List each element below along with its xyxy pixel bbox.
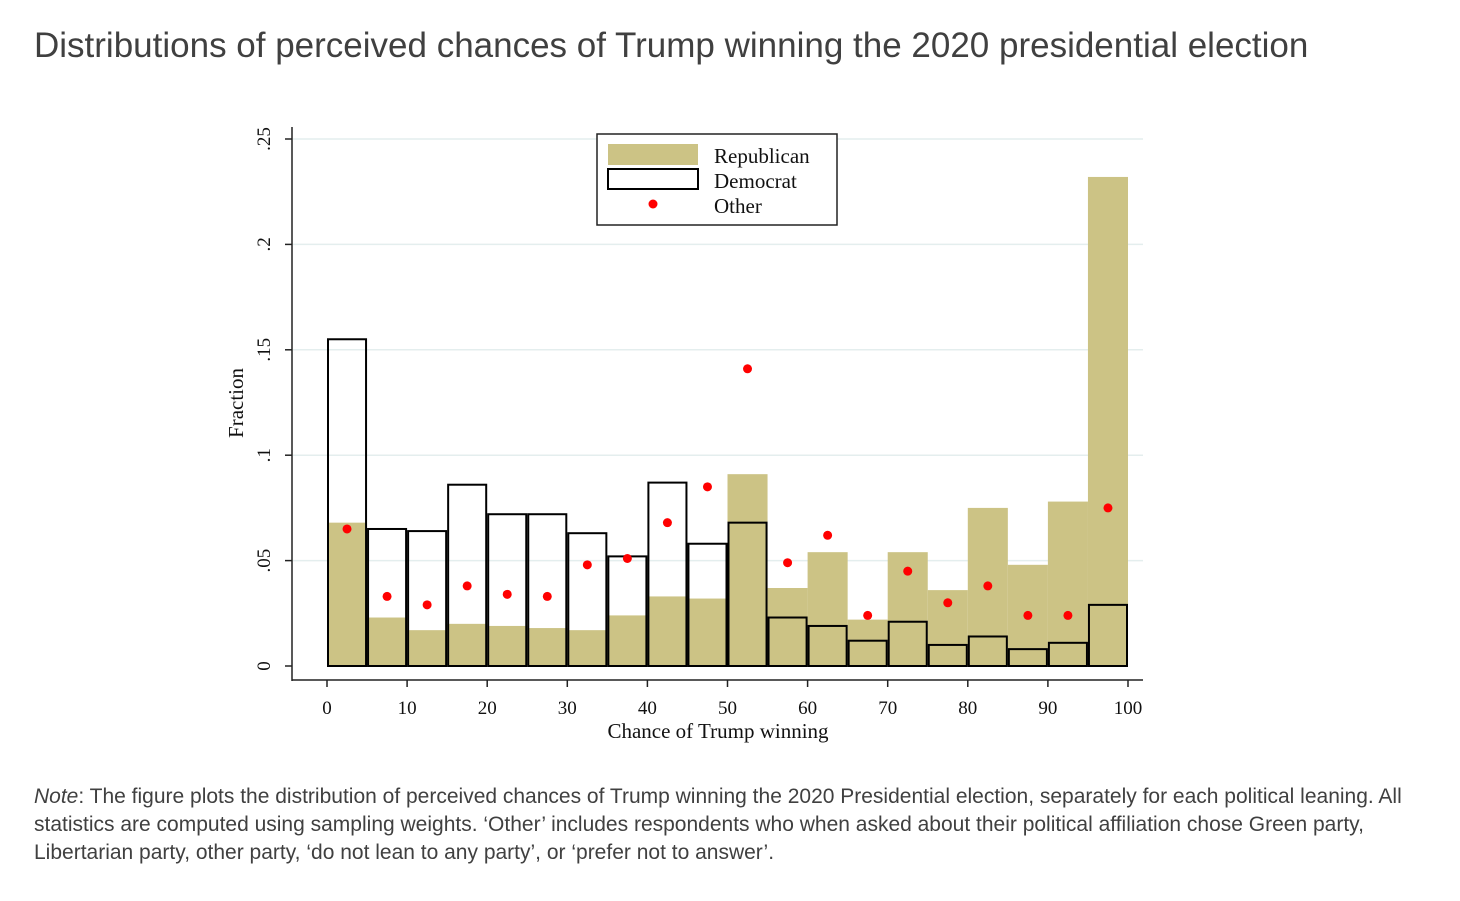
x-tick-label: 60 <box>798 698 817 719</box>
legend-label-republican: Republican <box>714 144 810 168</box>
bar-republican <box>767 588 808 666</box>
bar-democrat <box>487 513 528 667</box>
point-other <box>863 610 873 620</box>
bar-democrat <box>927 643 968 667</box>
y-axis-label: Fraction <box>224 368 248 438</box>
legend-swatch-other <box>648 199 658 209</box>
bar-republican <box>847 619 888 666</box>
point-other <box>983 581 993 591</box>
bar-democrat <box>1007 648 1048 667</box>
x-tick-label: 80 <box>958 698 977 719</box>
bar-democrat <box>807 624 848 667</box>
point-other <box>382 591 392 601</box>
bar-republican <box>1047 501 1088 666</box>
point-other <box>342 524 352 534</box>
x-tick-label: 90 <box>1038 698 1057 719</box>
point-other <box>1063 610 1073 620</box>
bar-democrat <box>1087 603 1128 667</box>
point-other <box>542 591 552 601</box>
bar-republican <box>807 552 848 666</box>
legend-swatch-republican <box>608 144 698 165</box>
histogram-chart: 0 .05 .1 .15 .2 .25 0 10 20 30 40 50 60 70 80 90 100 Rep… <box>224 127 1143 743</box>
point-other <box>502 589 512 599</box>
bar-democrat <box>767 616 808 667</box>
point-other <box>662 518 672 528</box>
x-tick-label: 10 <box>398 698 417 719</box>
point-other <box>702 482 712 492</box>
bar-democrat <box>847 639 888 667</box>
bar-republican <box>647 596 688 666</box>
bar-republican <box>607 615 648 666</box>
bar-democrat <box>1047 641 1088 668</box>
bar-democrat <box>647 481 688 667</box>
bar-democrat <box>967 635 1008 667</box>
bar-republican <box>327 522 368 666</box>
bar-republican <box>487 625 528 666</box>
y-tick-label: .15 <box>254 338 275 362</box>
point-other <box>422 600 432 610</box>
bar-republican <box>687 598 728 666</box>
x-tick-label: 0 <box>322 698 332 719</box>
legend-label-other: Other <box>714 194 762 218</box>
point-other <box>622 553 632 563</box>
x-tick-label: 50 <box>718 698 737 719</box>
x-tick-label: 40 <box>638 698 657 719</box>
bar-democrat <box>567 532 608 667</box>
y-tick-label: .1 <box>254 448 275 462</box>
bar-democrat <box>447 483 488 667</box>
figure-note: Note: The figure plots the distribution … <box>34 783 1424 867</box>
bar-republican <box>447 623 488 666</box>
point-other <box>743 364 753 374</box>
point-other <box>582 560 592 570</box>
x-tick-label: 30 <box>558 698 577 719</box>
bar-republican <box>367 617 408 666</box>
y-tick-label: 0 <box>254 661 275 671</box>
x-tick-label: 20 <box>478 698 497 719</box>
y-tick-label: .2 <box>254 237 275 251</box>
bar-republican <box>1087 176 1128 666</box>
y-tick-label: .25 <box>254 127 275 151</box>
point-other <box>903 566 913 576</box>
legend-swatch-democrat <box>607 168 699 190</box>
point-other <box>823 530 833 540</box>
point-other <box>943 598 953 608</box>
point-other <box>462 581 472 591</box>
note-text: : The figure plots the distribution of p… <box>34 785 1402 864</box>
point-other <box>1103 503 1113 513</box>
x-axis-label: Chance of Trump winning <box>607 719 829 743</box>
note-label: Note <box>34 785 79 808</box>
point-other <box>783 558 793 568</box>
legend: Republican Democrat Other <box>596 133 838 226</box>
bar-democrat <box>327 338 368 667</box>
bar-democrat <box>527 513 568 667</box>
x-tick-label: 70 <box>878 698 897 719</box>
bar-democrat <box>407 530 448 668</box>
bar-democrat <box>727 521 768 667</box>
bar-republican <box>567 630 608 666</box>
y-tick-label: .05 <box>254 549 275 573</box>
bar-republican <box>727 474 768 666</box>
x-tick-label: 100 <box>1114 698 1143 719</box>
legend-label-democrat: Democrat <box>714 169 797 193</box>
bar-republican <box>527 628 568 666</box>
bar-democrat <box>687 542 728 668</box>
bar-republican <box>407 630 448 666</box>
point-other <box>1023 610 1033 620</box>
figure-title: Distributions of perceived chances of Tr… <box>34 26 1309 65</box>
bar-democrat <box>367 527 408 667</box>
bar-democrat <box>887 620 928 667</box>
